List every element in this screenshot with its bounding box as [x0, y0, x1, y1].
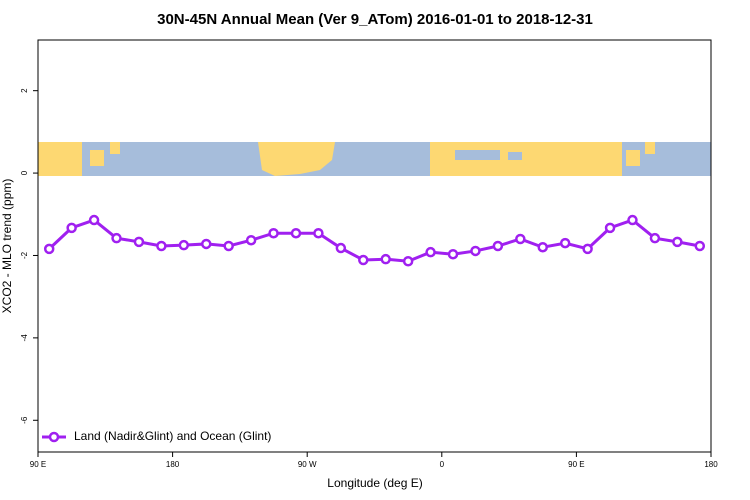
land [38, 142, 82, 176]
x-tick-label: 0 [440, 460, 445, 469]
y-tick-label: -4 [20, 334, 29, 342]
data-point [178, 239, 190, 251]
land [110, 142, 120, 154]
data-point [425, 246, 436, 258]
chart-title: 30N-45N Annual Mean (Ver 9_ATom) 2016-01… [157, 11, 593, 28]
y-tick-label: 0 [20, 170, 29, 175]
land [90, 150, 104, 166]
data-point [88, 214, 100, 226]
x-tick-label: 180 [166, 460, 180, 469]
data-point [201, 238, 212, 250]
y-tick-label: -6 [20, 416, 29, 424]
data-point [582, 243, 593, 255]
sea [508, 152, 522, 160]
data-point [268, 227, 279, 239]
plot-frame [37, 39, 712, 453]
data-point [313, 227, 324, 239]
legend-label: Land (Nadir&Glint) and Ocean (Glint) [74, 429, 271, 443]
sea [455, 150, 500, 160]
data-point [111, 232, 122, 244]
data-point [156, 240, 167, 252]
map-band [38, 142, 711, 176]
data-point [492, 240, 504, 252]
data-point [358, 254, 369, 266]
data-point [43, 243, 55, 255]
data-point [223, 240, 234, 252]
data-point [335, 242, 347, 254]
x-tick-label: 90 E [30, 460, 46, 469]
land [645, 142, 655, 154]
data-point [133, 236, 145, 248]
data-point [470, 245, 481, 257]
data-point [627, 214, 638, 226]
data-point [290, 227, 302, 239]
x-tick-label: 90 E [568, 460, 584, 469]
land [258, 142, 335, 176]
data-point [672, 236, 683, 248]
legend-marker [48, 431, 60, 443]
data-point [537, 241, 548, 253]
series-line [48, 218, 701, 263]
data-point [380, 253, 391, 265]
x-tick-label: 180 [704, 460, 718, 469]
y-tick-label: 2 [20, 88, 29, 93]
data-point [402, 255, 414, 267]
y-axis-label: XCO2 - MLO trend (ppm) [0, 179, 14, 314]
data-point [447, 248, 459, 260]
x-tick-label: 90 W [298, 460, 317, 469]
data-point [694, 240, 706, 252]
land [626, 150, 640, 166]
x-axis-label: Longitude (deg E) [327, 476, 422, 490]
data-point [515, 233, 526, 245]
data-point [649, 232, 661, 244]
data-point [245, 234, 257, 246]
data-point [559, 237, 571, 249]
data-point [604, 222, 616, 234]
data-point [66, 222, 77, 234]
y-tick-label: -2 [20, 251, 29, 259]
